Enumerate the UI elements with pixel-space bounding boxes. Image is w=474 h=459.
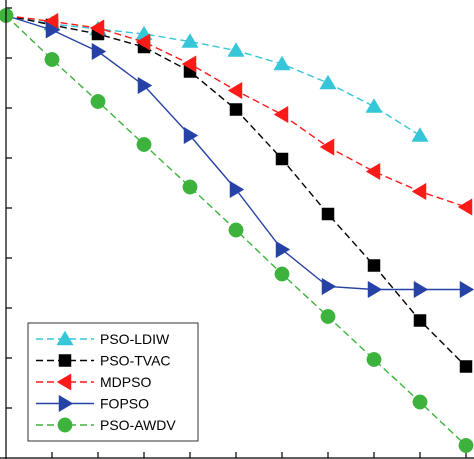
data-point	[137, 76, 153, 95]
legend-marker	[57, 417, 73, 433]
legend-box	[27, 322, 199, 442]
data-point	[321, 277, 337, 296]
data-point	[183, 126, 199, 145]
data-point	[89, 19, 105, 37]
data-point	[273, 105, 289, 124]
series-pso-awdv	[0, 8, 474, 453]
data-point	[181, 33, 199, 48]
axis-ticks	[6, 7, 467, 458]
data-point	[273, 55, 291, 71]
data-point	[457, 198, 473, 216]
legend-item: FOPSO	[36, 394, 149, 413]
data-point	[367, 280, 383, 299]
data-point	[90, 94, 106, 109]
legend-label: PSO-LDIW	[100, 331, 170, 347]
data-point	[459, 360, 473, 373]
data-point	[458, 438, 474, 453]
series-fopso	[5, 14, 474, 299]
data-point	[229, 103, 243, 116]
data-point	[367, 259, 381, 272]
data-point	[227, 81, 243, 100]
data-point	[44, 52, 60, 67]
data-point	[275, 152, 289, 166]
data-point	[320, 309, 336, 324]
data-point	[365, 162, 381, 181]
data-point	[181, 55, 197, 73]
legend-marker	[56, 373, 72, 391]
legend-item: PSO-AWDV	[36, 417, 176, 433]
data-point	[411, 182, 427, 201]
data-point	[366, 352, 382, 367]
data-point	[228, 222, 244, 238]
legend-label: FOPSO	[100, 396, 149, 412]
data-point	[275, 240, 291, 259]
data-point	[365, 98, 383, 113]
data-point	[229, 180, 245, 199]
series-mdpso	[5, 12, 473, 216]
legend: PSO-LDIW PSO-TVAC MDPSO FOPSO PSO-AWDV	[27, 322, 199, 442]
data-point	[321, 207, 335, 221]
series-line	[5, 14, 421, 137]
legend-item: MDPSO	[36, 373, 151, 391]
data-point	[411, 127, 429, 142]
legend-marker	[58, 394, 74, 413]
legend-marker	[56, 330, 74, 346]
legend-label: MDPSO	[100, 374, 151, 390]
data-point	[319, 138, 335, 156]
data-point	[91, 42, 107, 61]
legend-marker	[58, 354, 72, 367]
data-point	[45, 21, 61, 39]
series-layer	[0, 8, 474, 453]
data-point	[413, 280, 429, 299]
data-point	[136, 137, 152, 152]
data-point	[413, 314, 427, 327]
data-point	[459, 280, 474, 299]
legend-item: PSO-LDIW	[36, 330, 170, 347]
legend-label: PSO-AWDV	[100, 417, 176, 433]
data-point	[135, 33, 151, 51]
data-point	[274, 266, 290, 282]
legend-label: PSO-TVAC	[100, 353, 171, 369]
data-point	[412, 394, 428, 410]
data-point	[182, 179, 198, 195]
legend-item: PSO-TVAC	[36, 353, 171, 369]
data-point	[227, 42, 245, 57]
data-point	[319, 74, 337, 90]
